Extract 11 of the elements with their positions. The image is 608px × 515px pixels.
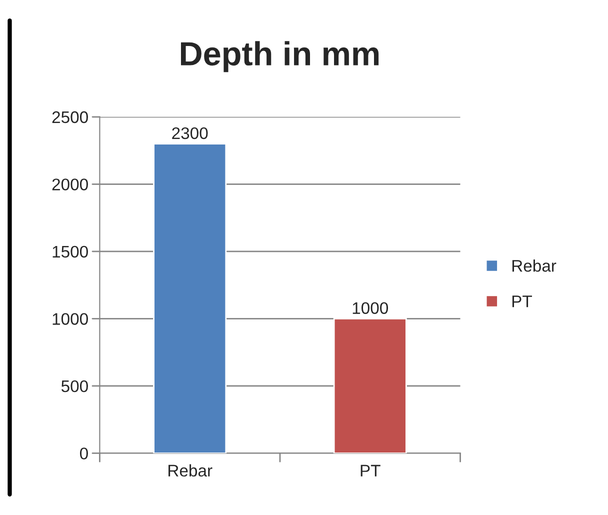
data-label: 2300 bbox=[172, 127, 208, 140]
y-tick-label: 2000 bbox=[52, 178, 88, 190]
chart-title: Depth in mm bbox=[180, 41, 379, 72]
data-label: 1000 bbox=[352, 302, 388, 314]
y-tick-label: 2500 bbox=[52, 111, 88, 124]
y-tick-label: 500 bbox=[61, 380, 88, 392]
y-tick-label: 1000 bbox=[52, 313, 88, 325]
y-tick-label: 0 bbox=[80, 448, 88, 460]
legend-label: PT bbox=[512, 296, 532, 308]
legend-label: Rebar bbox=[512, 260, 556, 272]
y-tick-label: 1500 bbox=[52, 246, 88, 258]
